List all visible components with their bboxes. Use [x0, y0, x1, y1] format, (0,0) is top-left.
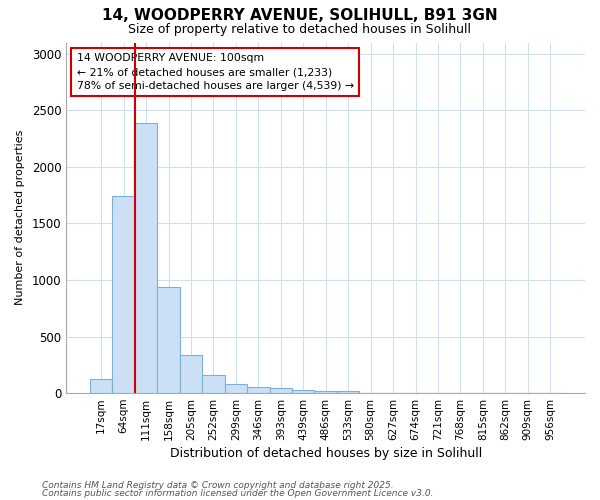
Bar [337, 391, 359, 393]
Text: 14 WOODPERRY AVENUE: 100sqm
← 21% of detached houses are smaller (1,233)
78% of : 14 WOODPERRY AVENUE: 100sqm ← 21% of det… [77, 53, 354, 91]
Bar [269, 388, 292, 393]
Bar [247, 388, 269, 393]
Bar [202, 375, 224, 393]
X-axis label: Distribution of detached houses by size in Solihull: Distribution of detached houses by size … [170, 447, 482, 460]
Bar [90, 380, 112, 393]
Bar [224, 384, 247, 393]
Bar [314, 392, 337, 393]
Text: Contains public sector information licensed under the Open Government Licence v3: Contains public sector information licen… [42, 489, 433, 498]
Text: 14, WOODPERRY AVENUE, SOLIHULL, B91 3GN: 14, WOODPERRY AVENUE, SOLIHULL, B91 3GN [102, 8, 498, 22]
Y-axis label: Number of detached properties: Number of detached properties [15, 130, 25, 306]
Bar [135, 123, 157, 393]
Bar [112, 196, 135, 393]
Bar [180, 354, 202, 393]
Text: Contains HM Land Registry data © Crown copyright and database right 2025.: Contains HM Land Registry data © Crown c… [42, 480, 394, 490]
Bar [359, 392, 382, 393]
Bar [157, 287, 180, 393]
Bar [292, 390, 314, 393]
Text: Size of property relative to detached houses in Solihull: Size of property relative to detached ho… [128, 22, 472, 36]
